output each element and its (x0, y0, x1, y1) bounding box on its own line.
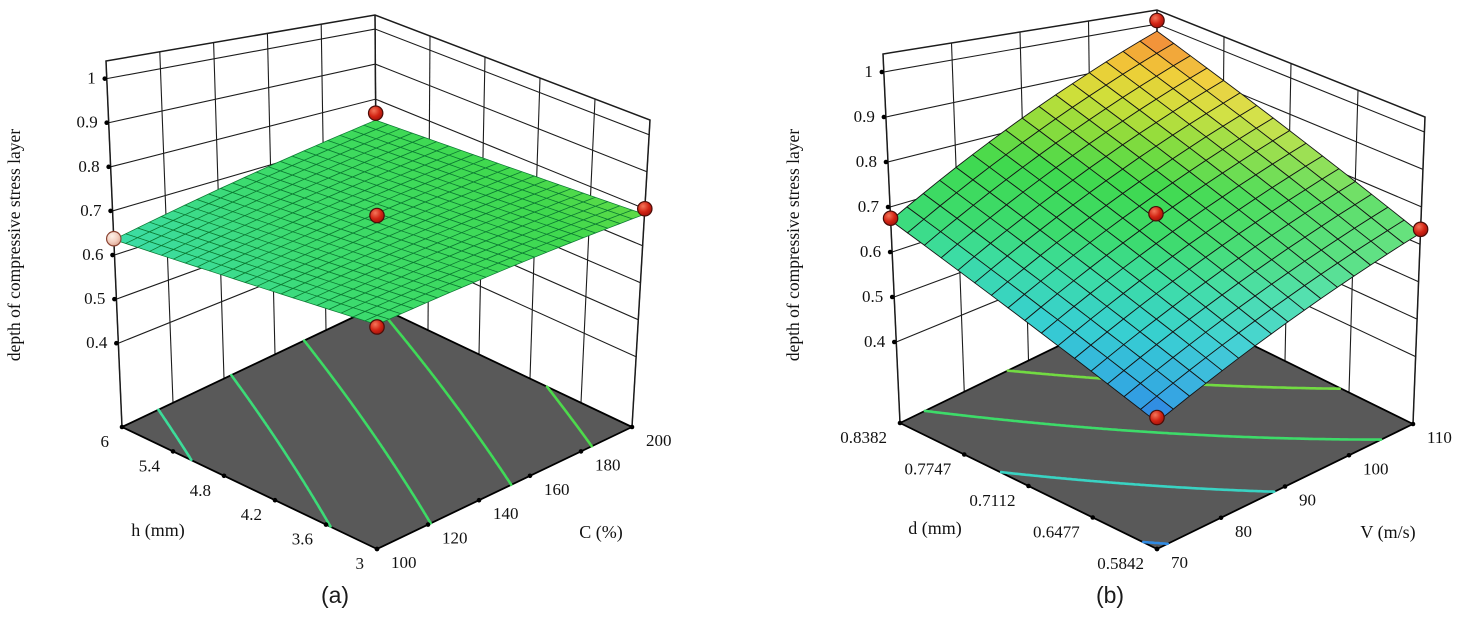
svg-text:0.4: 0.4 (86, 333, 108, 352)
svg-text:200: 200 (646, 431, 672, 450)
svg-text:0.7: 0.7 (80, 201, 102, 220)
svg-text:C (%): C (%) (579, 522, 623, 543)
svg-text:0.5: 0.5 (84, 289, 105, 308)
svg-text:100: 100 (391, 553, 417, 572)
svg-text:1: 1 (864, 62, 873, 81)
svg-text:100: 100 (1363, 459, 1389, 478)
plot-b-design-point-red (882, 210, 899, 227)
svg-text:0.7747: 0.7747 (905, 460, 952, 479)
svg-text:0.8: 0.8 (856, 152, 877, 171)
svg-text:4.2: 4.2 (241, 505, 262, 524)
svg-text:70: 70 (1171, 553, 1188, 572)
svg-text:0.7: 0.7 (858, 197, 880, 216)
plot-a-design-points (105, 105, 653, 335)
svg-text:0.8382: 0.8382 (840, 428, 887, 447)
plot-b-design-point-red (1412, 221, 1429, 238)
svg-text:4.8: 4.8 (190, 481, 211, 500)
svg-text:120: 120 (442, 529, 468, 548)
svg-text:h (mm): h (mm) (131, 520, 185, 541)
svg-text:0.4: 0.4 (864, 332, 886, 351)
plot-a-surface (113, 119, 645, 325)
svg-text:0.9: 0.9 (854, 107, 875, 126)
svg-text:3: 3 (356, 554, 365, 573)
plot-a-design-point-red (369, 207, 385, 224)
caption-b: (b) (1095, 582, 1125, 608)
svg-text:0.9: 0.9 (76, 113, 97, 132)
svg-text:0.6: 0.6 (82, 245, 103, 264)
svg-text:80: 80 (1235, 522, 1252, 541)
svg-text:90: 90 (1299, 491, 1316, 510)
plot-b-design-point-red (1148, 205, 1164, 222)
svg-text:V (m/s): V (m/s) (1360, 522, 1415, 543)
svg-text:3.6: 3.6 (292, 530, 313, 549)
plot-a-contours (157, 304, 593, 528)
svg-text:d (mm): d (mm) (908, 518, 962, 539)
plot-a-floor (121, 305, 633, 550)
svg-text:6: 6 (101, 432, 110, 451)
svg-text:140: 140 (493, 504, 519, 523)
svg-text:depth of compressive stress la: depth of compressive stress layer (4, 129, 24, 361)
plot-b-design-points (882, 12, 1429, 426)
plot-a-design-point-pink (105, 230, 122, 247)
svg-text:0.8: 0.8 (78, 157, 99, 176)
plot-b: 0.8382 0.7747 0.7112 0.6477 0.5842 70 80 90 100 1… (783, 9, 1452, 573)
plot-a-design-point-red (636, 200, 653, 217)
svg-text:0.5842: 0.5842 (1097, 554, 1144, 573)
caption-a: (a) (320, 582, 350, 608)
plot-b-design-point-red (1149, 409, 1165, 426)
svg-text:0.5: 0.5 (862, 287, 883, 306)
svg-text:0.6477: 0.6477 (1033, 523, 1080, 542)
svg-text:180: 180 (595, 455, 621, 474)
svg-text:110: 110 (1427, 428, 1452, 447)
plot-a-axis-labels: 6 5.4 4.8 4.2 3.6 3 100 120 140 160 180 200 1 0.9 0.8 0… (4, 69, 672, 573)
plot-b-surface (890, 30, 1421, 423)
svg-text:0.7112: 0.7112 (969, 491, 1015, 510)
svg-text:5.4: 5.4 (139, 456, 161, 475)
svg-text:160: 160 (544, 480, 570, 499)
svg-text:1: 1 (87, 69, 96, 88)
plot-a: 6 5.4 4.8 4.2 3.6 3 100 120 140 160 180 200 1 0.9 0.8 0… (4, 14, 672, 573)
plot-b-design-point-red (1149, 12, 1165, 29)
plot-a-design-point-red (367, 105, 384, 121)
plot-a-design-point-red (369, 319, 385, 335)
plot-b-axis-labels: 0.8382 0.7747 0.7112 0.6477 0.5842 70 80 90 100 1… (783, 62, 1452, 573)
svg-text:depth of compressive stress la: depth of compressive stress layer (783, 129, 803, 361)
svg-text:0.6: 0.6 (860, 242, 881, 261)
